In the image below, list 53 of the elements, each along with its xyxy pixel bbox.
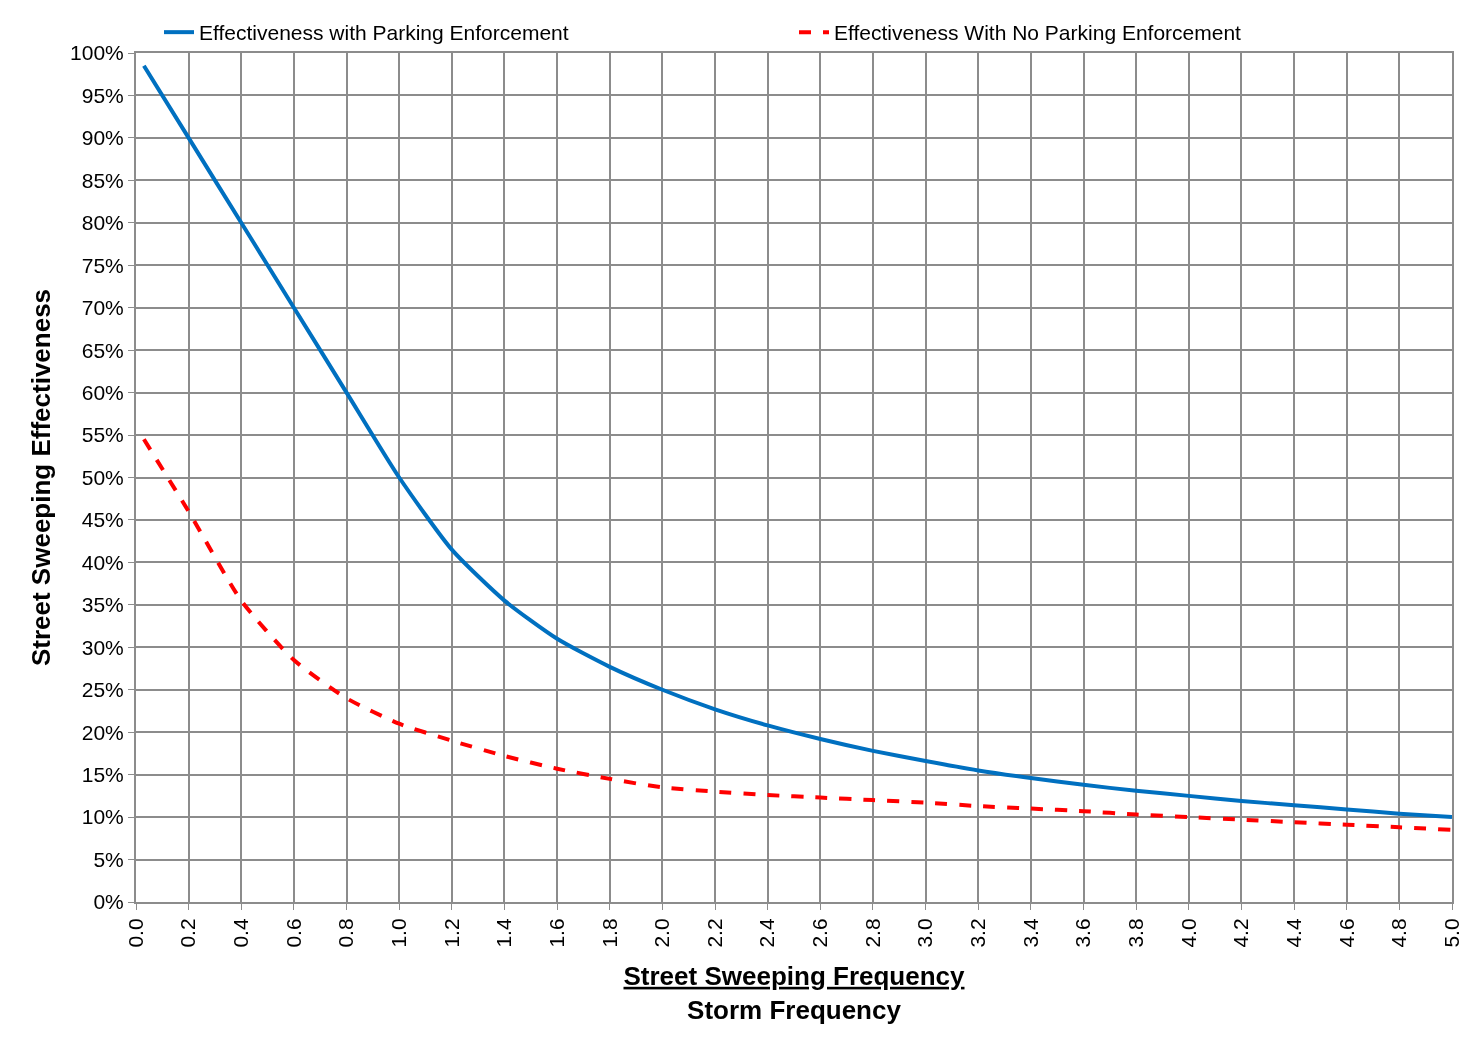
y-tick-label: 100% xyxy=(70,41,124,65)
y-tick-label: 15% xyxy=(81,763,124,786)
y-tick-label: 75% xyxy=(81,253,124,277)
line-series xyxy=(141,437,1452,832)
x-tick-label: 3.2 xyxy=(966,918,990,948)
x-tick-label: 1.6 xyxy=(544,918,568,948)
y-tick-label: 30% xyxy=(81,635,124,659)
y-tick-label: 95% xyxy=(81,83,124,107)
y-tick-label: 0% xyxy=(93,890,124,914)
x-tick-label: 4.8 xyxy=(1387,918,1411,948)
y-tick-label: 50% xyxy=(81,465,124,489)
x-tick-label: 4.0 xyxy=(1176,918,1200,948)
x-tick-label: 1.4 xyxy=(492,918,516,948)
y-tick-label: 40% xyxy=(81,550,124,574)
y-axis-title: Street Sweeping Effectiveness xyxy=(25,288,56,667)
x-tick-label: 2.8 xyxy=(860,918,884,948)
x-tick-label: 2.0 xyxy=(650,918,674,948)
x-tick-label: 1.8 xyxy=(597,918,621,948)
y-tick-label: 80% xyxy=(81,211,124,235)
x-tick-label: 4.6 xyxy=(1334,918,1358,948)
y-tick-label: 65% xyxy=(81,338,124,362)
x-tick-label: 4.4 xyxy=(1281,918,1305,948)
y-tick-label: 60% xyxy=(81,380,124,404)
y-tick-label: 20% xyxy=(81,720,124,744)
x-tick-label: 1.2 xyxy=(439,918,463,948)
x-axis-title: Street Sweeping Frequency Storm Frequency xyxy=(623,960,966,1025)
x-tick-label: 3.6 xyxy=(1071,918,1095,948)
x-tick-label: 1.0 xyxy=(387,918,411,948)
y-tick-label: 85% xyxy=(81,168,124,192)
x-tick-label: 0.4 xyxy=(229,918,253,948)
y-tick-label: 25% xyxy=(81,678,124,702)
x-tick-label: 3.8 xyxy=(1123,918,1147,948)
x-tick-label: 2.4 xyxy=(755,918,779,948)
x-tick-label: 2.2 xyxy=(702,918,726,948)
x-tick-label: 5.0 xyxy=(1439,918,1463,948)
y-tick-label: 90% xyxy=(81,126,124,150)
line-series xyxy=(141,63,1452,820)
y-tick-label: 10% xyxy=(81,805,124,829)
x-tick-label: 2.6 xyxy=(808,918,832,948)
legend-label: Effectiveness with Parking Enforcement xyxy=(199,21,569,45)
legend-label: Effectiveness With No Parking Enforcement xyxy=(834,21,1242,45)
x-tick-label: 4.2 xyxy=(1229,918,1253,948)
y-tick-label: 45% xyxy=(81,508,124,532)
y-tick-label: 70% xyxy=(81,296,124,320)
y-tick-label: 5% xyxy=(93,847,124,871)
x-tick-label: 3.0 xyxy=(913,918,937,948)
x-tick-label: 3.4 xyxy=(1018,918,1042,948)
y-tick-label: 35% xyxy=(81,593,124,617)
x-tick-label: 0.6 xyxy=(281,918,305,948)
x-tick-label: 0.2 xyxy=(176,918,200,948)
x-tick-label: 0.0 xyxy=(123,918,147,948)
x-tick-label: 0.8 xyxy=(334,918,358,948)
y-tick-label: 55% xyxy=(81,423,124,447)
